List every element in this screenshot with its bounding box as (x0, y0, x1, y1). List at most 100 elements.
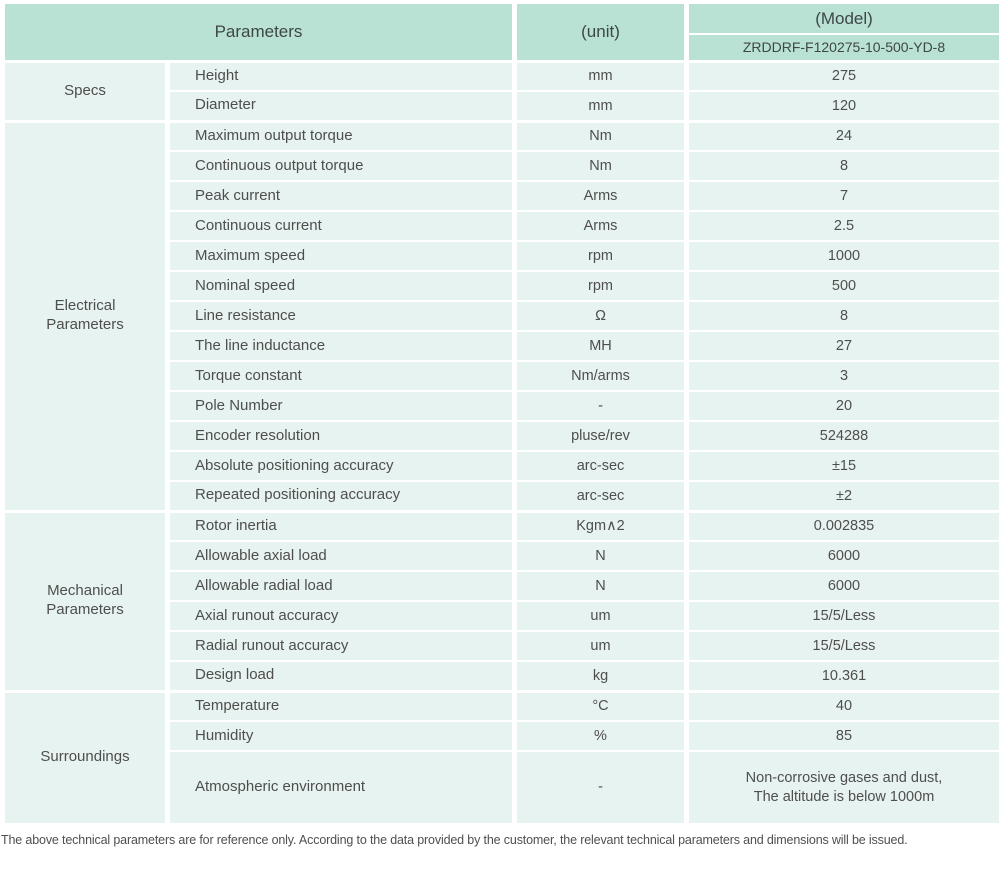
parameter-name-cell: Encoder resolution (165, 420, 517, 452)
table-row: Diameter mm 120 (3, 90, 999, 122)
table-header: Parameters (unit) (Model) ZRDDRF-F120275… (0, 2, 999, 62)
table-row: Allowable radial load N 6000 (3, 570, 999, 602)
unit-cell: Ω (512, 300, 689, 332)
value-cell: 7 (684, 180, 999, 212)
unit-cell: Nm (512, 119, 689, 152)
parameter-name-cell: Maximum output torque (165, 119, 517, 152)
parameter-name-cell: Peak current (165, 180, 517, 212)
value-cell: 24 (684, 119, 999, 152)
unit-cell: kg (512, 660, 689, 692)
value-cell: Non-corrosive gases and dust, The altitu… (684, 750, 999, 825)
value-cell: 6000 (684, 540, 999, 572)
value-cell: 6000 (684, 570, 999, 602)
unit-cell: um (512, 600, 689, 632)
table-row: Continuous output torque Nm 8 (3, 150, 999, 182)
table-row: Allowable axial load N 6000 (3, 540, 999, 572)
value-cell: 10.361 (684, 660, 999, 692)
unit-cell: Kgm∧2 (512, 509, 689, 542)
group-label: Electrical Parameters (0, 119, 170, 512)
header-row: Parameters (unit) (Model) (0, 2, 999, 62)
table-row: Continuous current Arms 2.5 (3, 210, 999, 242)
unit-cell: mm (512, 59, 689, 92)
value-cell: 275 (684, 59, 999, 92)
value-cell: 3 (684, 360, 999, 392)
model-number-cell: ZRDDRF-F120275-10-500-YD-8 (684, 33, 999, 62)
parameter-name-cell: Radial runout accuracy (165, 630, 517, 662)
table-row: Mechanical Parameters Rotor inertia Kgm∧2 0… (0, 509, 999, 692)
table-row: Atmospheric environment - Non-corrosive ga… (3, 750, 999, 825)
group-label: Specs (0, 59, 170, 122)
model-header-cell: (Model) (684, 2, 999, 35)
table-row: Radial runout accuracy um 15/5/Less (3, 630, 999, 662)
table-row: Absolute positioning accuracy arc-sec ±15 (3, 450, 999, 482)
unit-cell: rpm (512, 270, 689, 302)
parameters-header-cell: Parameters (0, 2, 517, 62)
parameter-name-cell: Torque constant (165, 360, 517, 392)
parameter-name-cell: Continuous current (165, 210, 517, 242)
value-cell: 27 (684, 330, 999, 362)
unit-cell: - (512, 390, 689, 422)
parameter-name-cell: Design load (165, 660, 517, 692)
parameter-name-cell: Allowable radial load (165, 570, 517, 602)
value-cell: 85 (684, 720, 999, 752)
table-row: Peak current Arms 7 (3, 180, 999, 212)
table-row: Surroundings Temperature °C 40 (0, 689, 999, 825)
unit-cell: arc-sec (512, 480, 689, 512)
table-row: Repeated positioning accuracy arc-sec ±2 (3, 480, 999, 512)
table-row: Torque constant Nm/arms 3 (3, 360, 999, 392)
unit-cell: arc-sec (512, 450, 689, 482)
model-number-row: ZRDDRF-F120275-10-500-YD-8 (3, 33, 999, 62)
value-cell: 0.002835 (684, 509, 999, 542)
parameter-name-cell: Height (165, 59, 517, 92)
table-row: Encoder resolution pluse/rev 524288 (3, 420, 999, 452)
parameter-name-cell: Nominal speed (165, 270, 517, 302)
value-cell: 15/5/Less (684, 630, 999, 662)
parameter-name-cell: Rotor inertia (165, 509, 517, 542)
parameters-table: Parameters (unit) (Model) ZRDDRF-F120275… (0, 2, 999, 825)
value-cell: 20 (684, 390, 999, 422)
spec-sheet: Parameters (unit) (Model) ZRDDRF-F120275… (0, 2, 999, 847)
value-cell: ±2 (684, 480, 999, 512)
value-cell: 500 (684, 270, 999, 302)
unit-cell: Nm (512, 150, 689, 182)
value-cell: ±15 (684, 450, 999, 482)
unit-cell: pluse/rev (512, 420, 689, 452)
table-row: Line resistance Ω 8 (3, 300, 999, 332)
group-label: Mechanical Parameters (0, 509, 170, 692)
unit-cell: mm (512, 90, 689, 122)
unit-cell: Nm/arms (512, 360, 689, 392)
unit-cell: N (512, 540, 689, 572)
parameter-name-cell: Pole Number (165, 390, 517, 422)
parameter-name-cell: Diameter (165, 90, 517, 122)
table-row: Nominal speed rpm 500 (3, 270, 999, 302)
parameter-name-cell: Atmospheric environment (165, 750, 517, 825)
table-row: Axial runout accuracy um 15/5/Less (3, 600, 999, 632)
value-cell: 8 (684, 150, 999, 182)
unit-cell: - (512, 750, 689, 825)
unit-cell: °C (512, 689, 689, 722)
table-row: Humidity% 85 (3, 720, 999, 752)
table-row: Specs Height mm 275 (0, 59, 999, 122)
parameter-name-cell: Continuous output torque (165, 150, 517, 182)
parameter-name-cell: Maximum speed (165, 240, 517, 272)
disclaimer-note: The above technical parameters are for r… (1, 833, 908, 847)
table-body: Specs Height mm 275 Diameter mm 120 Electrical … (0, 59, 999, 825)
group-label: Surroundings (0, 689, 170, 825)
table-row: The line inductance MH 27 (3, 330, 999, 362)
value-cell: 8 (684, 300, 999, 332)
parameter-name-cell: Repeated positioning accuracy (165, 480, 517, 512)
unit-cell: Arms (512, 210, 689, 242)
table-row: Maximum speed rpm 1000 (3, 240, 999, 272)
unit-cell: um (512, 630, 689, 662)
parameter-name-cell: Allowable axial load (165, 540, 517, 572)
value-cell: 120 (684, 90, 999, 122)
table-row: Pole Number -20 (3, 390, 999, 422)
table-row: Electrical Parameters Maximum output torq… (0, 119, 999, 512)
unit-header-cell: (unit) (512, 2, 689, 62)
value-cell: 15/5/Less (684, 600, 999, 632)
parameter-name-cell: Line resistance (165, 300, 517, 332)
parameter-name-cell: The line inductance (165, 330, 517, 362)
unit-cell: MH (512, 330, 689, 362)
value-cell: 2.5 (684, 210, 999, 242)
value-cell: 40 (684, 689, 999, 722)
